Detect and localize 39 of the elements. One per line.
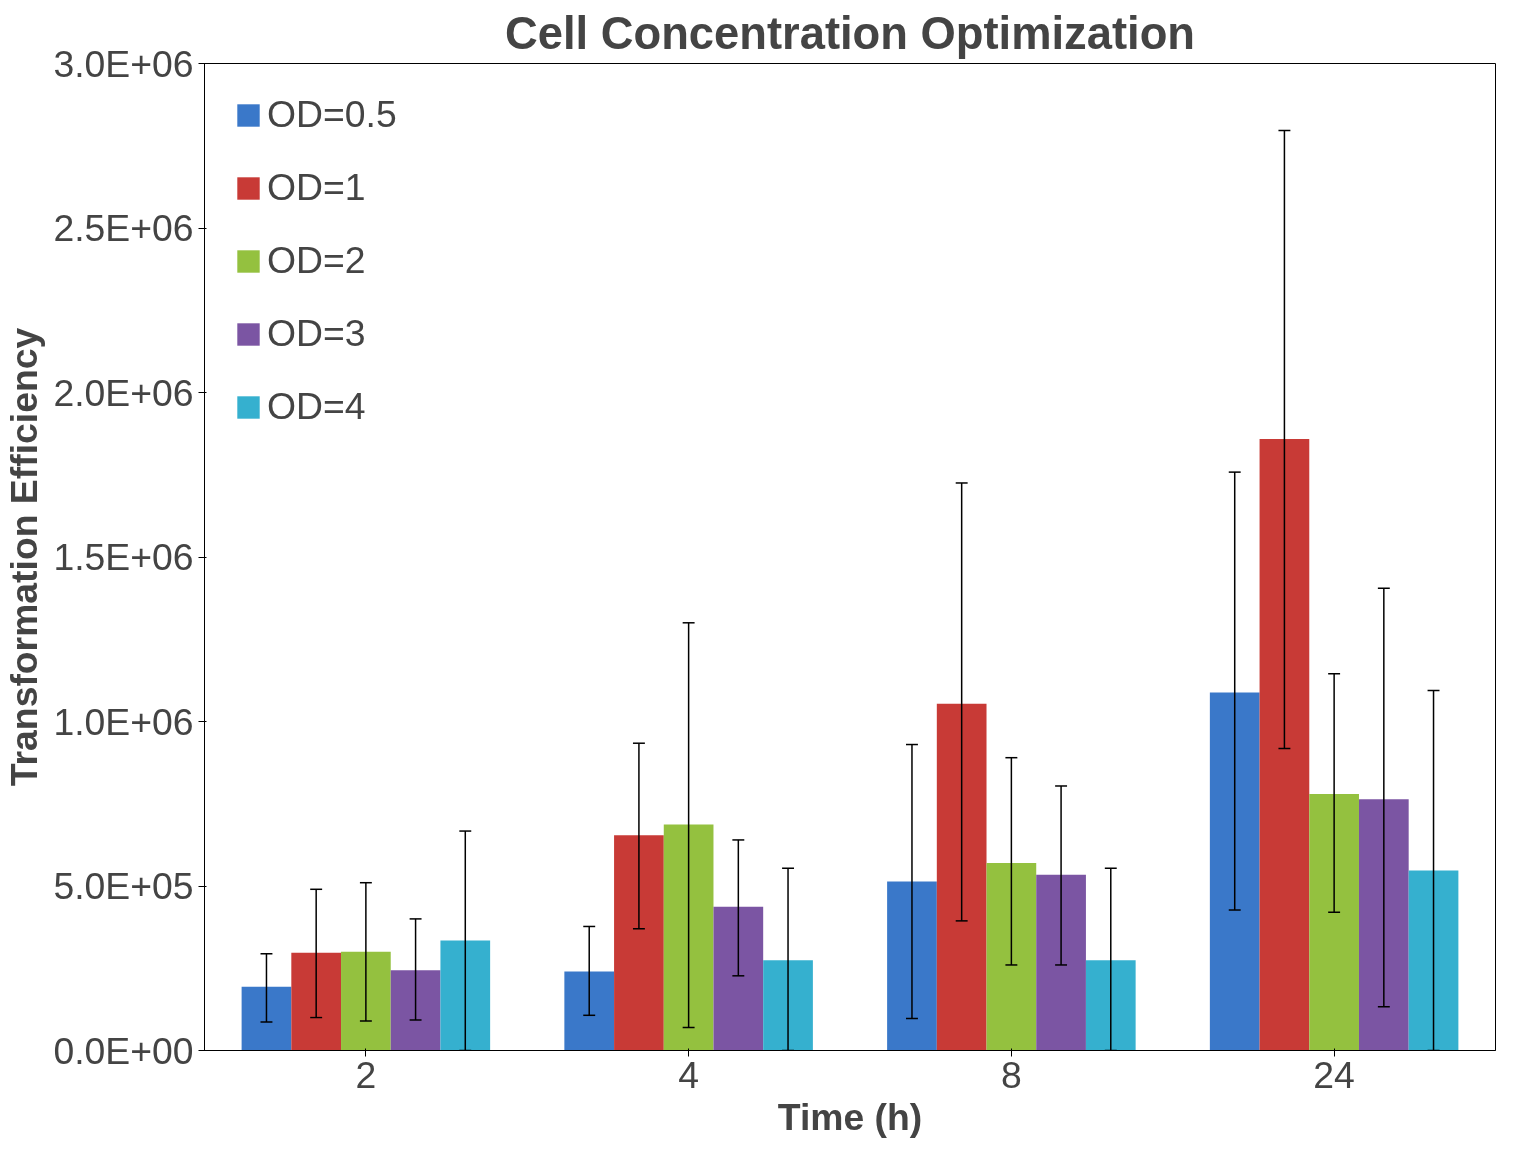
legend-label: OD=0.5 bbox=[267, 93, 397, 136]
y-tick-label: 5.0E+05 bbox=[53, 865, 194, 907]
bar bbox=[1209, 692, 1260, 1051]
legend-label: OD=1 bbox=[267, 166, 366, 209]
y-tick-label: 2.0E+06 bbox=[53, 371, 194, 414]
x-tick-label: 24 bbox=[1313, 1053, 1355, 1096]
bar bbox=[763, 960, 813, 1051]
bar bbox=[390, 970, 441, 1051]
y-tick-label: 0.0E+00 bbox=[53, 1029, 194, 1072]
bar bbox=[663, 824, 714, 1051]
y-tick-label: 1.0E+06 bbox=[53, 700, 194, 743]
bar bbox=[564, 971, 615, 1051]
bar bbox=[291, 952, 342, 1051]
bar bbox=[887, 881, 937, 1051]
y-tick-label: 3.0E+06 bbox=[53, 42, 194, 85]
bar bbox=[1085, 960, 1136, 1051]
bar bbox=[440, 940, 491, 1051]
bar bbox=[614, 835, 664, 1051]
bar bbox=[341, 951, 391, 1051]
bar bbox=[1259, 438, 1310, 1051]
bar bbox=[713, 906, 764, 1051]
bar bbox=[1309, 793, 1359, 1051]
x-tick-label: 8 bbox=[1000, 1053, 1022, 1096]
legend-label: OD=4 bbox=[267, 385, 366, 428]
bar bbox=[986, 862, 1037, 1051]
bar bbox=[1358, 799, 1409, 1051]
y-tick-label: 2.5E+06 bbox=[53, 207, 194, 249]
y-tick-label: 1.5E+06 bbox=[53, 536, 194, 578]
chart-title: Cell Concentration Optimization bbox=[504, 7, 1196, 59]
x-tick-label: 4 bbox=[678, 1053, 700, 1096]
legend-label: OD=3 bbox=[267, 312, 366, 355]
y-axis-title: Transformation Efficiency bbox=[3, 327, 46, 787]
x-axis-title: Time (h) bbox=[777, 1095, 923, 1138]
bar bbox=[241, 986, 292, 1051]
bar bbox=[1408, 870, 1459, 1051]
bar bbox=[936, 703, 987, 1051]
legend-label: OD=2 bbox=[267, 239, 366, 282]
bar bbox=[1036, 874, 1086, 1051]
x-tick-label: 2 bbox=[355, 1053, 377, 1096]
